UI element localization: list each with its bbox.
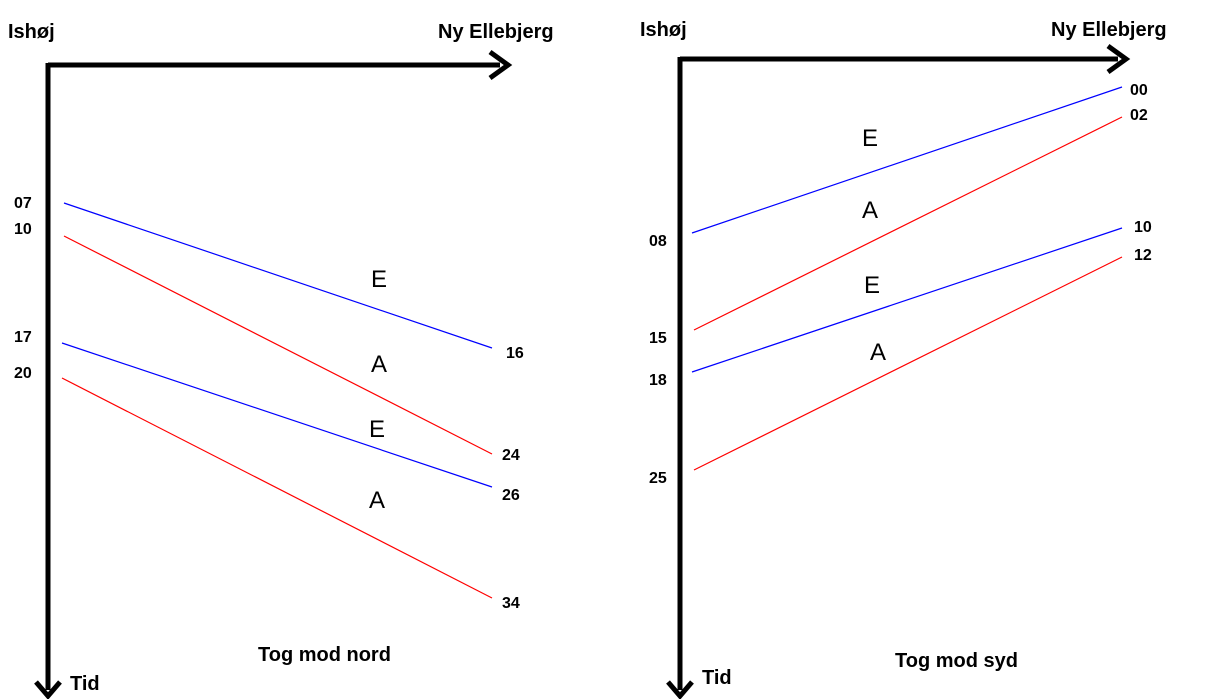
panel-title: Tog mod syd	[895, 650, 1018, 672]
train-path-a-10	[63, 235, 493, 455]
service-label: E	[862, 125, 878, 152]
depart-time: 10	[1134, 219, 1152, 236]
panel-south: Ishøj Ny Ellebjerg Tid 00 02 10 12 08 15…	[640, 19, 1167, 699]
arrive-time: 25	[649, 470, 667, 487]
panel-title: Tog mod nord	[258, 644, 391, 666]
time-axis	[34, 63, 62, 699]
origin-station-label: Ishøj	[640, 19, 687, 41]
end-station-label: Ny Ellebjerg	[438, 21, 554, 43]
time-axis	[666, 57, 694, 699]
depart-time: 10	[14, 221, 32, 238]
depart-time: 00	[1130, 82, 1148, 99]
arrive-time: 18	[649, 372, 667, 389]
distance-axis	[48, 49, 513, 81]
train-path-e-00	[691, 86, 1123, 234]
service-label: A	[870, 339, 886, 366]
train-path-a-12	[693, 256, 1123, 471]
arrive-time: 24	[502, 447, 520, 464]
depart-time: 07	[14, 195, 32, 212]
train-path-a-02	[693, 116, 1123, 331]
service-label: A	[371, 351, 387, 378]
time-axis-label: Tid	[702, 667, 732, 689]
arrive-time: 26	[502, 487, 520, 504]
service-label: E	[369, 416, 385, 443]
depart-time: 02	[1130, 107, 1148, 124]
time-axis-label: Tid	[70, 673, 100, 695]
depart-time: 17	[14, 329, 32, 346]
service-label: A	[369, 487, 385, 514]
service-label: E	[864, 272, 880, 299]
service-label: E	[371, 266, 387, 293]
train-path-e-17	[61, 342, 493, 488]
arrive-time: 34	[502, 595, 520, 612]
arrive-time: 15	[649, 330, 667, 347]
arrive-time: 16	[506, 345, 524, 362]
train-path-a-20	[61, 377, 493, 599]
origin-station-label: Ishøj	[8, 21, 55, 43]
train-path-e-10	[691, 227, 1123, 373]
distance-axis	[680, 43, 1131, 75]
train-path-e-07	[63, 202, 493, 349]
depart-time: 12	[1134, 247, 1152, 264]
service-label: A	[862, 197, 878, 224]
end-station-label: Ny Ellebjerg	[1051, 19, 1167, 41]
arrive-time: 08	[649, 233, 667, 250]
panel-north: Ishøj Ny Ellebjerg Tid 07 10 17 20 16 24…	[8, 21, 554, 699]
depart-time: 20	[14, 365, 32, 382]
